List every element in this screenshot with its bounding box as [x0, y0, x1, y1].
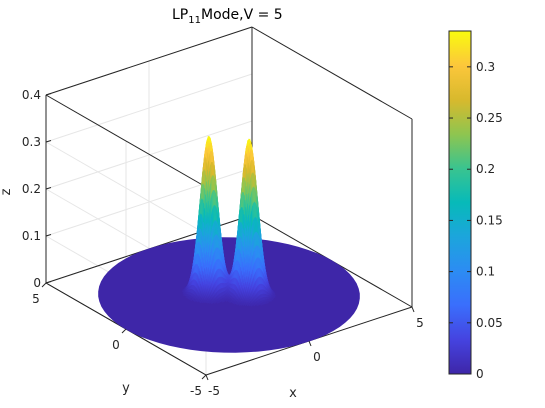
surface-facet [210, 301, 214, 305]
surface-facet [206, 300, 210, 304]
y-tick-label: 5 [32, 292, 40, 306]
surface-facet [213, 300, 217, 304]
z-tick-label: 0.3 [22, 135, 41, 149]
z-tick-label: 0 [33, 276, 41, 290]
surface-facet [233, 302, 237, 305]
surface-facet [240, 302, 244, 306]
surface-facet [225, 299, 229, 302]
colorbar-tick-label: 0.15 [476, 213, 503, 227]
x-tick-label: 0 [313, 350, 321, 364]
title-main: LP [172, 7, 188, 23]
box-edge-top-left [45, 94, 207, 188]
x-tick-mark [308, 340, 312, 347]
surface-facet [193, 299, 197, 303]
surface-facet [208, 300, 212, 304]
x-tick-label: 5 [416, 316, 424, 330]
z-tick-mark [45, 93, 52, 96]
surface-facet [244, 302, 247, 306]
z-tick-mark [45, 187, 52, 190]
back-pane-right [253, 30, 412, 307]
y-tick-label: -5 [190, 384, 202, 398]
axis-ticks: 0 0.1 0.2 0.3 0.4 -5 0 5 -5 0 5 [22, 88, 424, 398]
x-tick-mark [411, 306, 415, 313]
colorbar-tick-label: 0.1 [476, 265, 495, 279]
z-tick-mark [45, 281, 52, 284]
surface-facet [248, 303, 251, 307]
y-tick-mark [121, 328, 127, 334]
surface-facet [190, 298, 193, 302]
surface-facet [259, 303, 263, 306]
colorbar-tick-label: 0 [476, 367, 484, 381]
surface-facet [204, 299, 208, 304]
y-tick-mark [41, 282, 47, 288]
y-axis-label: y [122, 381, 130, 396]
surface-facet [246, 302, 249, 307]
title-subscript: 11 [188, 15, 201, 26]
x-axis-label: x [289, 386, 297, 401]
colorbar [448, 30, 472, 375]
surface-facet [252, 303, 256, 307]
colorbar-tick-label: 0.05 [476, 316, 503, 330]
y-tick-label: 0 [112, 338, 120, 352]
z-tick-mark [45, 140, 52, 143]
z-axis-label: z [0, 188, 14, 195]
colorbar-tick-label: 0.3 [476, 60, 495, 74]
z-tick-label: 0.2 [22, 182, 41, 196]
title-rest: Mode,V = 5 [201, 7, 283, 23]
surface-facet [202, 299, 206, 304]
x-tick-label: -5 [208, 384, 220, 398]
surface-plot [98, 135, 360, 353]
colorbar-tick-label: 0.2 [476, 162, 495, 176]
surface-facet [250, 303, 253, 307]
surface-facet [242, 302, 246, 306]
surface-facet [221, 300, 225, 303]
x-tick-mark [205, 374, 209, 381]
colorbar-tick-label: 0.25 [476, 111, 503, 125]
box-edge-top-right [251, 26, 413, 120]
surface-facet [238, 302, 242, 307]
surface-facet [235, 302, 239, 306]
surface-facet [199, 300, 202, 304]
z-tick-label: 0.1 [22, 229, 41, 243]
surface-facet [255, 303, 259, 307]
chart-title: LP11Mode,V = 5 [172, 7, 283, 26]
colorbar-ticks: 0 0.05 0.1 0.15 0.2 0.25 0.3 [449, 60, 503, 381]
y-tick-mark [201, 374, 207, 380]
surface-facet [196, 299, 200, 303]
z-tick-mark [45, 234, 52, 237]
box-edge-top-back [45, 26, 253, 96]
z-tick-label: 0.4 [22, 88, 41, 102]
surface-facet [216, 300, 220, 304]
surface-facet [228, 300, 232, 304]
surface-facet [201, 299, 204, 304]
